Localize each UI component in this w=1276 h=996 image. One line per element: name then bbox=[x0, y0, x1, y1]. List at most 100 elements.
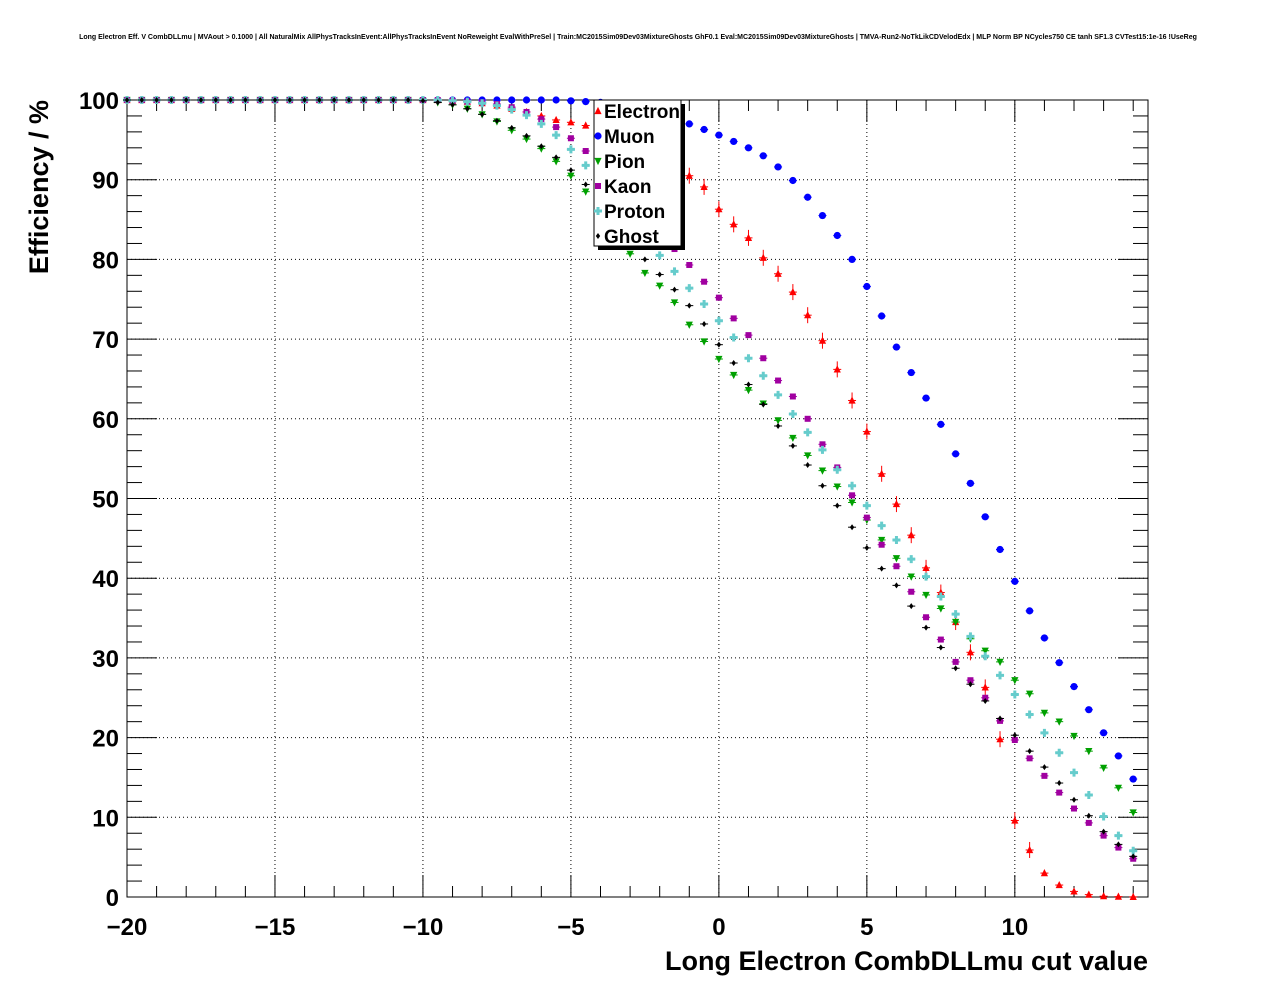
data-point bbox=[566, 145, 575, 154]
legend-label: Electron bbox=[604, 102, 680, 123]
data-point bbox=[1129, 775, 1137, 783]
data-point bbox=[804, 311, 812, 319]
data-point bbox=[759, 253, 767, 261]
data-point bbox=[228, 97, 233, 103]
data-point bbox=[789, 434, 797, 443]
data-point bbox=[1071, 796, 1077, 803]
data-point bbox=[1114, 784, 1123, 792]
data-point bbox=[878, 536, 886, 545]
data-point bbox=[1011, 736, 1018, 743]
data-point bbox=[494, 117, 500, 124]
legend-entry-pion: Pion bbox=[594, 152, 645, 173]
data-point bbox=[789, 176, 797, 185]
data-point bbox=[1011, 577, 1019, 585]
data-point bbox=[302, 97, 307, 103]
data-point bbox=[670, 267, 679, 276]
data-point bbox=[892, 343, 901, 351]
data-point bbox=[1040, 868, 1049, 877]
data-point bbox=[1084, 790, 1093, 799]
data-point bbox=[922, 572, 931, 581]
data-point bbox=[715, 131, 723, 139]
x-tick-label: −15 bbox=[255, 914, 296, 941]
data-point bbox=[907, 531, 915, 539]
data-point bbox=[479, 111, 485, 118]
data-point bbox=[745, 332, 752, 339]
data-point bbox=[213, 97, 218, 103]
data-point bbox=[685, 321, 693, 329]
data-point bbox=[774, 163, 782, 171]
y-tick-label: 90 bbox=[92, 168, 119, 195]
data-point bbox=[952, 658, 959, 665]
data-point bbox=[1100, 892, 1108, 900]
data-point bbox=[448, 96, 457, 105]
data-point bbox=[331, 97, 337, 103]
data-point bbox=[1026, 607, 1034, 615]
x-tick-label: −5 bbox=[557, 914, 584, 941]
data-point bbox=[700, 182, 708, 190]
data-point bbox=[862, 501, 871, 510]
data-point bbox=[1114, 752, 1123, 760]
data-point bbox=[700, 125, 708, 134]
data-point bbox=[568, 167, 574, 174]
data-point bbox=[744, 387, 753, 395]
data-point bbox=[1085, 890, 1093, 898]
data-point bbox=[966, 479, 975, 487]
legend-entry-ghost: Ghost bbox=[595, 227, 660, 248]
data-point bbox=[878, 541, 885, 548]
data-point bbox=[833, 231, 841, 240]
data-point bbox=[567, 118, 575, 126]
data-point bbox=[952, 450, 960, 458]
data-point bbox=[492, 101, 501, 110]
data-point bbox=[848, 481, 857, 490]
data-point bbox=[892, 555, 901, 563]
data-point bbox=[1085, 819, 1092, 826]
data-point bbox=[522, 96, 531, 104]
data-point bbox=[463, 97, 472, 106]
y-tick-label: 20 bbox=[92, 726, 119, 753]
data-point bbox=[922, 563, 930, 571]
data-point bbox=[672, 286, 677, 293]
data-point bbox=[1100, 764, 1108, 772]
data-point bbox=[744, 144, 753, 152]
legend-marker bbox=[594, 106, 602, 115]
data-point bbox=[848, 499, 856, 507]
data-point bbox=[761, 401, 766, 408]
data-point bbox=[1055, 748, 1064, 757]
data-point bbox=[907, 368, 915, 377]
data-point bbox=[257, 97, 263, 103]
data-point bbox=[670, 299, 679, 307]
data-point bbox=[582, 188, 590, 196]
data-point bbox=[1011, 816, 1019, 824]
data-point bbox=[996, 545, 1004, 554]
data-point bbox=[715, 355, 723, 364]
data-point bbox=[582, 121, 590, 129]
data-point bbox=[820, 482, 825, 489]
legend-marker bbox=[595, 183, 601, 189]
data-point bbox=[818, 211, 827, 220]
data-point bbox=[1012, 732, 1018, 739]
data-point bbox=[1041, 772, 1048, 779]
y-tick-label: 40 bbox=[92, 566, 119, 593]
data-point bbox=[700, 338, 708, 346]
data-point bbox=[981, 513, 989, 521]
data-point bbox=[863, 427, 871, 435]
data-point bbox=[642, 256, 648, 263]
data-point bbox=[730, 371, 738, 380]
data-point bbox=[581, 161, 590, 170]
data-point bbox=[1027, 748, 1032, 755]
data-point bbox=[287, 97, 292, 103]
data-point bbox=[907, 555, 916, 564]
x-tick-label: 0 bbox=[712, 914, 725, 941]
data-point bbox=[789, 287, 797, 296]
data-point bbox=[1100, 832, 1107, 839]
data-point bbox=[775, 377, 782, 384]
data-point bbox=[1026, 755, 1033, 762]
data-point bbox=[730, 220, 738, 228]
data-point bbox=[804, 452, 812, 460]
data-point bbox=[552, 115, 560, 124]
data-point bbox=[818, 336, 827, 344]
data-point bbox=[1055, 718, 1063, 726]
data-point bbox=[1131, 853, 1136, 860]
data-point bbox=[1055, 880, 1063, 889]
